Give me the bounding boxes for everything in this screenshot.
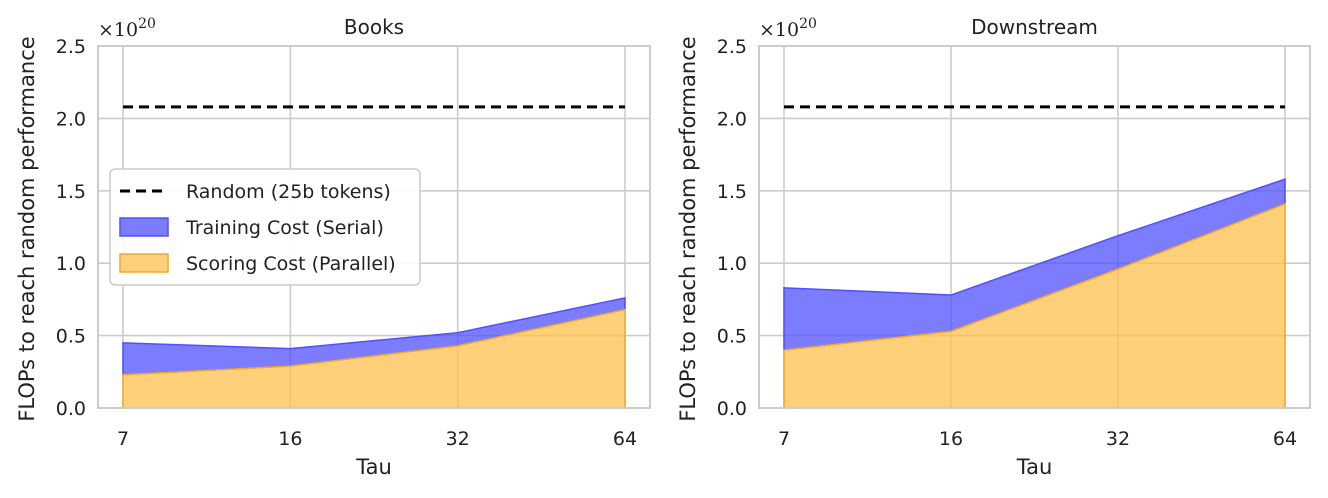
y-tick-label: 2.0 <box>717 108 747 130</box>
y-tick-label: 0.5 <box>56 326 86 348</box>
y-tick-label: 0.0 <box>717 398 747 420</box>
x-axis-label: Tau <box>1016 455 1053 479</box>
legend-label: Random (25b tokens) <box>186 181 391 203</box>
y-multiplier-exponent: 20 <box>799 16 817 32</box>
legend-label: Scoring Cost (Parallel) <box>186 253 396 275</box>
x-axis-label: Tau <box>355 455 392 479</box>
legend-swatch-training <box>119 217 169 237</box>
legend-label: Training Cost (Serial) <box>185 217 384 239</box>
plot-frame <box>758 45 1311 409</box>
legend-box <box>109 168 421 286</box>
y-tick-label: 0.0 <box>56 398 86 420</box>
x-tick-label: 7 <box>117 428 129 450</box>
y-tick-label: 2.0 <box>56 108 86 130</box>
chart-panel-2: 0.0 0.5 1.0 1.5 2.0 2.5 7 16 32 64 ×1020 Downstream… <box>676 15 1311 479</box>
y-tick-label: 0.5 <box>717 326 747 348</box>
y-multiplier-exponent: 20 <box>138 16 156 32</box>
y-tick-label: 1.0 <box>717 253 747 275</box>
y-multiplier: ×1020 <box>759 16 817 41</box>
x-tick-label: 64 <box>613 428 637 450</box>
x-tick-label: 16 <box>939 428 963 450</box>
x-tick-label: 16 <box>278 428 302 450</box>
x-tick-label: 7 <box>778 428 790 450</box>
chart-title: Downstream <box>971 15 1098 39</box>
plot-frame <box>97 45 651 409</box>
chart-panel-1: 0.0 0.5 1.0 1.5 2.0 2.5 7 16 32 64 ×1020 Books Tau FL… <box>15 15 651 479</box>
y-multiplier: ×1020 <box>98 16 156 41</box>
y-axis-label: FLOPs to reach random performance <box>15 36 39 421</box>
y-axis-label: FLOPs to reach random performance <box>676 36 700 421</box>
x-tick-label: 64 <box>1273 428 1297 450</box>
y-tick-label: 1.5 <box>717 181 747 203</box>
y-tick-label: 1.5 <box>56 181 86 203</box>
x-tick-label: 32 <box>1106 428 1130 450</box>
y-tick-label: 1.0 <box>56 253 86 275</box>
y-tick-label: 2.5 <box>56 36 86 58</box>
legend: Random (25b tokens) Training Cost (Serial… <box>109 168 421 286</box>
chart-title: Books <box>344 15 404 39</box>
legend-swatch-scoring <box>119 253 169 273</box>
x-tick-label: 32 <box>446 428 470 450</box>
y-tick-label: 2.5 <box>717 36 747 58</box>
